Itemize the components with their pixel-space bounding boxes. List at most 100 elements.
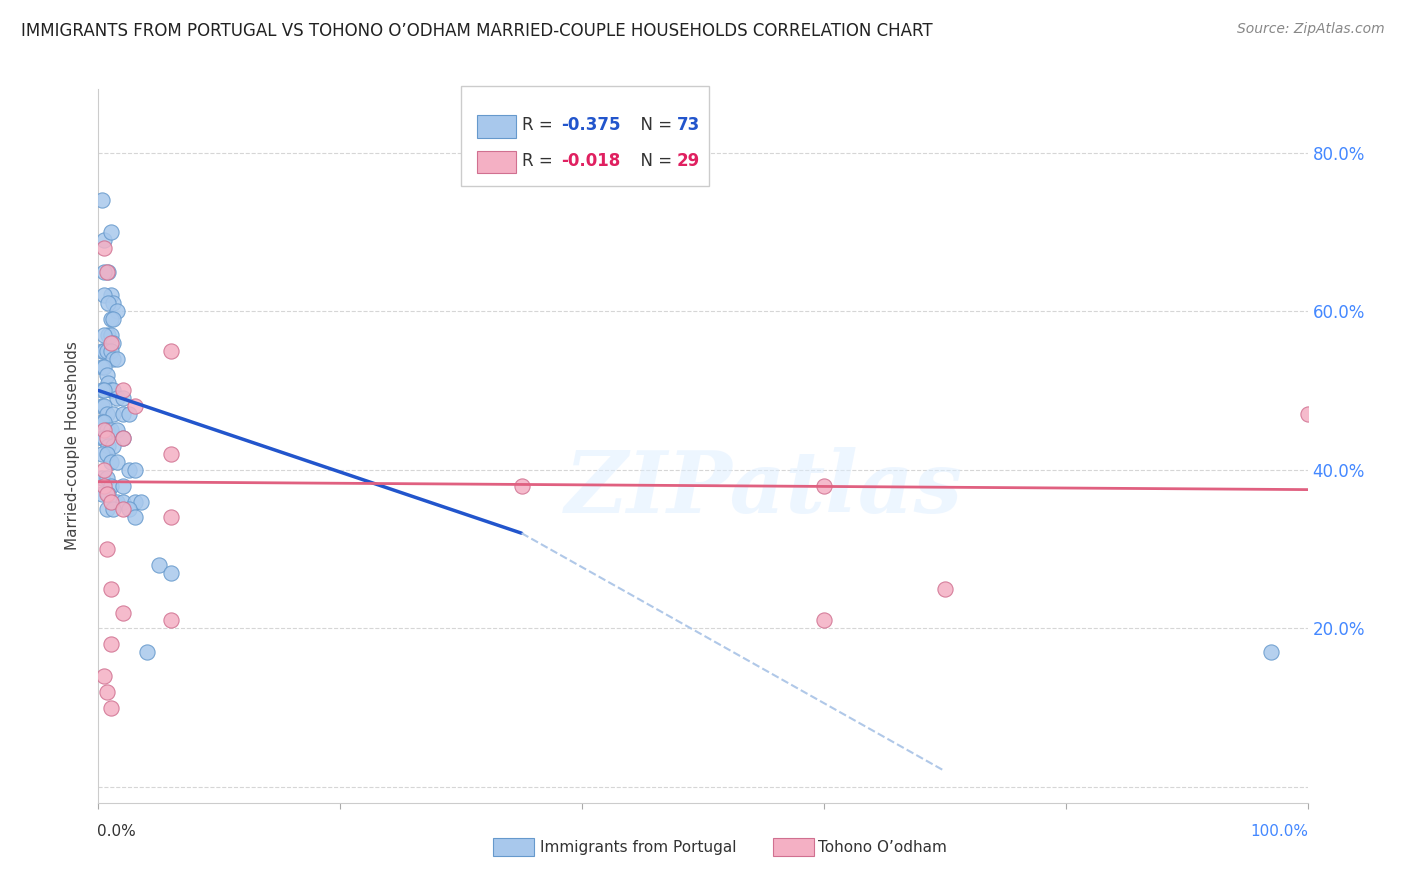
Point bbox=[124, 463, 146, 477]
Text: -0.018: -0.018 bbox=[561, 152, 621, 169]
Text: Tohono O’odham: Tohono O’odham bbox=[818, 839, 946, 855]
FancyBboxPatch shape bbox=[477, 151, 516, 173]
Point bbox=[100, 335, 122, 350]
Point bbox=[160, 343, 183, 358]
Point bbox=[124, 400, 146, 414]
Text: N =: N = bbox=[630, 116, 678, 134]
Point bbox=[100, 288, 122, 302]
Point bbox=[124, 494, 146, 508]
Point bbox=[91, 193, 114, 207]
Text: ZIPatlas: ZIPatlas bbox=[564, 447, 963, 531]
Point bbox=[93, 343, 115, 358]
Point bbox=[1296, 407, 1319, 421]
Point bbox=[100, 582, 122, 596]
Point bbox=[160, 566, 183, 580]
Point bbox=[100, 700, 122, 714]
Point bbox=[111, 407, 134, 421]
Point bbox=[96, 423, 118, 437]
Point bbox=[148, 558, 170, 572]
Point bbox=[129, 494, 152, 508]
Point bbox=[111, 392, 134, 406]
Point bbox=[111, 606, 134, 620]
Point bbox=[105, 423, 128, 437]
Point bbox=[124, 510, 146, 524]
Point bbox=[93, 241, 115, 255]
Point bbox=[118, 407, 141, 421]
Point bbox=[96, 542, 118, 557]
Point bbox=[111, 502, 134, 516]
Point bbox=[91, 447, 114, 461]
Point bbox=[111, 431, 134, 445]
Text: R =: R = bbox=[522, 116, 558, 134]
Point bbox=[91, 343, 114, 358]
Point bbox=[93, 264, 115, 278]
Point bbox=[96, 486, 118, 500]
Point bbox=[1260, 645, 1282, 659]
Point bbox=[100, 637, 122, 651]
Point bbox=[93, 478, 115, 492]
Point bbox=[97, 264, 120, 278]
Point bbox=[101, 335, 124, 350]
Point bbox=[111, 494, 134, 508]
Point bbox=[101, 384, 124, 398]
Point bbox=[100, 494, 122, 508]
Point bbox=[105, 351, 128, 366]
Text: Source: ZipAtlas.com: Source: ZipAtlas.com bbox=[1237, 22, 1385, 37]
Point bbox=[97, 439, 120, 453]
Point bbox=[97, 296, 120, 310]
Point bbox=[96, 502, 118, 516]
Point bbox=[105, 455, 128, 469]
Point bbox=[813, 614, 835, 628]
Point bbox=[96, 431, 118, 445]
Point bbox=[160, 614, 183, 628]
Text: N =: N = bbox=[630, 152, 678, 169]
Point bbox=[91, 471, 114, 485]
Point bbox=[91, 486, 114, 500]
Point bbox=[93, 463, 115, 477]
Y-axis label: Married-couple Households: Married-couple Households bbox=[65, 342, 80, 550]
FancyBboxPatch shape bbox=[492, 838, 534, 856]
Point bbox=[91, 400, 114, 414]
Point bbox=[105, 304, 128, 318]
Point bbox=[93, 384, 115, 398]
Point bbox=[111, 431, 134, 445]
Text: 0.0%: 0.0% bbox=[97, 824, 136, 839]
Point bbox=[118, 463, 141, 477]
Text: 100.0%: 100.0% bbox=[1251, 824, 1309, 839]
Point bbox=[93, 423, 115, 437]
Point bbox=[97, 376, 120, 390]
Point bbox=[510, 478, 533, 492]
Point bbox=[96, 471, 118, 485]
Point bbox=[100, 225, 122, 239]
Point bbox=[96, 407, 118, 421]
Point bbox=[101, 296, 124, 310]
Point bbox=[96, 447, 118, 461]
Point bbox=[100, 312, 122, 326]
Point bbox=[91, 384, 114, 398]
Text: Immigrants from Portugal: Immigrants from Portugal bbox=[540, 839, 737, 855]
Point bbox=[93, 328, 115, 343]
Point bbox=[160, 510, 183, 524]
Text: R =: R = bbox=[522, 152, 558, 169]
FancyBboxPatch shape bbox=[477, 115, 516, 137]
FancyBboxPatch shape bbox=[461, 86, 709, 186]
Point bbox=[93, 431, 115, 445]
Point bbox=[91, 415, 114, 429]
Point bbox=[100, 328, 122, 343]
Point bbox=[111, 478, 134, 492]
Point bbox=[101, 312, 124, 326]
Point bbox=[97, 328, 120, 343]
Point bbox=[93, 233, 115, 247]
Point bbox=[101, 351, 124, 366]
Point bbox=[100, 384, 122, 398]
Point bbox=[96, 368, 118, 382]
Point bbox=[96, 264, 118, 278]
Point bbox=[813, 478, 835, 492]
Point bbox=[105, 494, 128, 508]
Point bbox=[97, 486, 120, 500]
Point bbox=[101, 502, 124, 516]
Point bbox=[160, 447, 183, 461]
Point bbox=[105, 392, 128, 406]
Point bbox=[93, 400, 115, 414]
FancyBboxPatch shape bbox=[773, 838, 814, 856]
